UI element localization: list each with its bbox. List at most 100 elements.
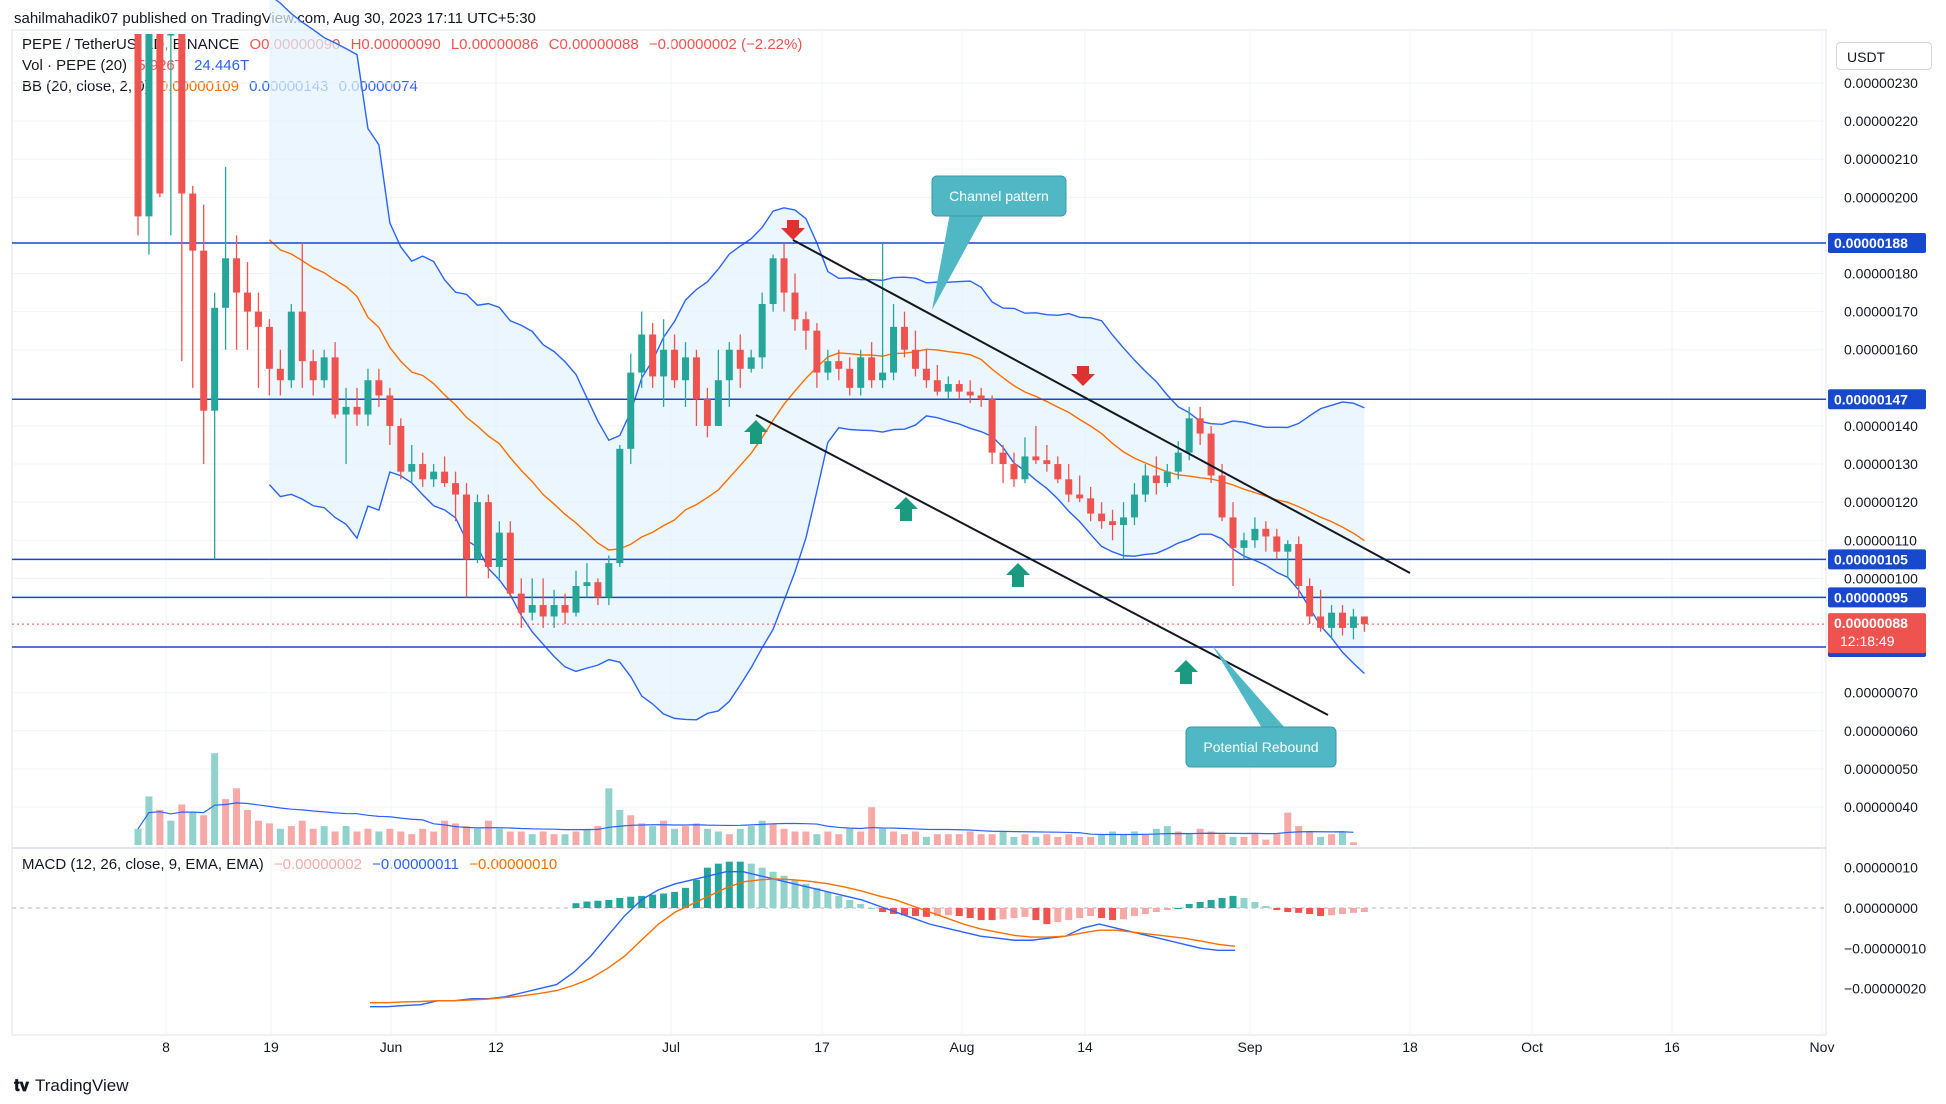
macd-histogram-bar [1262,906,1269,908]
candle-body [1262,529,1269,537]
candle-body [1011,464,1018,479]
volume-bar [638,823,645,845]
candle-body [1175,453,1182,472]
candle-body [846,369,853,388]
volume-bar [485,821,492,845]
price-tick-label: 0.00000210 [1844,151,1918,167]
macd-histogram-bar [737,862,744,908]
time-tick-label: Sep [1238,1039,1263,1055]
macd-histogram-bar [1361,908,1368,912]
candle-body [551,605,558,616]
candle-body [748,357,755,368]
volume-bar [222,799,229,845]
volume-bar [989,834,996,845]
volume-bar [518,832,525,846]
volume-bar [540,832,547,846]
volume-bar [956,834,963,845]
candle-body [441,472,448,483]
macd-histogram-bar [627,897,634,908]
volume-bar [189,813,196,845]
volume-bar [792,832,799,846]
candle-body [901,327,908,350]
candle-body [627,373,634,449]
candle-body [693,357,700,399]
volume-bar [354,832,361,846]
candle-body [189,194,196,251]
countdown-label: 12:18:49 [1840,633,1895,649]
tradingview-logo[interactable]: 𝐭𝐯 TradingView [14,1076,129,1096]
time-tick-label: Aug [950,1039,975,1055]
volume-bar [1186,834,1193,845]
callout-channel-pattern: Channel pattern [949,188,1049,204]
volume-bar [145,796,152,845]
volume-bar [781,829,788,845]
volume-bar [1350,842,1357,845]
volume-bar [430,832,437,846]
candle-body [496,533,503,567]
macd-histogram-bar [1120,908,1127,919]
volume-bar [1054,837,1061,845]
price-tick-label: 0.00000160 [1844,342,1918,358]
volume-bar [1273,834,1280,845]
volume-bar [682,826,689,845]
volume-bar [321,826,328,845]
candle-body [1109,521,1116,525]
volume-bar [770,823,777,845]
candle-body [299,312,306,362]
macd-histogram-bar [583,902,590,908]
macd-histogram-bar [1142,908,1149,914]
candle-body [1164,472,1171,483]
candle-body [594,582,601,597]
macd-tick-label: −0.00000010 [1844,940,1926,956]
macd-histogram-bar [1065,908,1072,920]
volume-bar [1087,837,1094,845]
candle-body [1339,613,1346,628]
time-tick-label: 17 [814,1039,830,1055]
macd-histogram-bar [1000,908,1007,919]
volume-bar [704,829,711,845]
candle-body [1197,418,1204,433]
candle-body [934,380,941,391]
level-label: 0.00000147 [1834,391,1908,407]
volume-bar [1000,832,1007,846]
macd-histogram-bar [1098,908,1105,918]
macd-histogram-bar [1043,908,1050,924]
volume-bar [397,832,404,846]
macd-histogram-bar [726,862,733,908]
candle-body [1284,544,1291,552]
volume-bar [737,829,744,845]
buy-arrow-icon [1006,563,1030,587]
candle-body [408,464,415,472]
callout-potential-rebound: Potential Rebound [1203,739,1318,755]
volume-bar [1043,834,1050,845]
candle-body [770,258,777,304]
volume-bar [1306,832,1313,846]
volume-bar [463,826,470,845]
candle-body [1251,529,1258,540]
level-label: 0.00000105 [1834,551,1908,567]
candle-body [518,594,525,613]
candle-body [507,533,514,594]
macd-histogram-bar [1295,908,1302,913]
macd-histogram-bar [1230,896,1237,908]
candle-body [332,357,339,414]
macd-histogram-bar [1109,908,1116,920]
macd-histogram-bar [660,893,667,908]
macd-histogram-bar [594,901,601,908]
candle-body [1120,517,1127,525]
macd-histogram-bar [1219,898,1226,908]
candle-body [1021,456,1028,479]
price-tick-label: 0.00000200 [1844,189,1918,205]
candle-body [1208,434,1215,476]
time-tick-label: 14 [1077,1039,1093,1055]
candle-body [1328,613,1335,628]
candle-body [200,251,207,411]
volume-bar [1011,837,1018,845]
candle-body [310,361,317,380]
candle-body [956,384,963,392]
candle-body [1000,453,1007,464]
candle-body [1219,475,1226,517]
volume-bar [496,829,503,845]
volume-bar [1131,832,1138,846]
